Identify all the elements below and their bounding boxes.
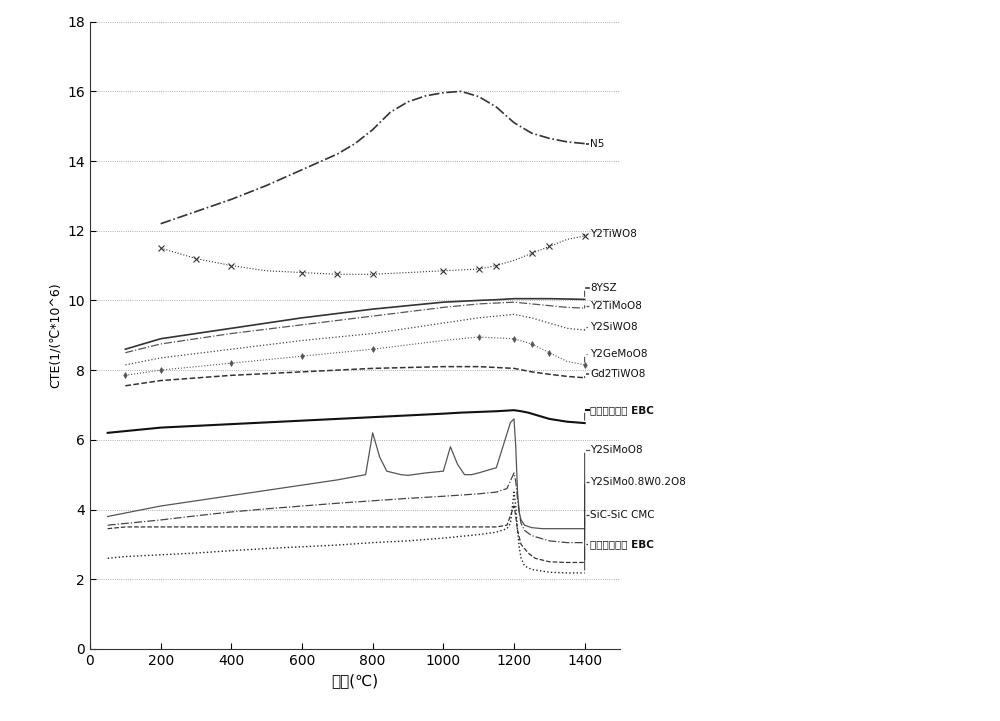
Text: N5: N5: [590, 138, 604, 149]
Text: Y2SiWO8: Y2SiWO8: [590, 322, 638, 332]
Text: 稀土单硅酸盐 EBC: 稀土单硅酸盐 EBC: [590, 405, 654, 415]
Text: Gd2TiWO8: Gd2TiWO8: [590, 368, 645, 379]
Text: Y2GeMoO8: Y2GeMoO8: [590, 350, 647, 360]
Text: 稀土二硅酸盐 EBC: 稀土二硅酸盐 EBC: [590, 539, 654, 549]
Text: Y2TiMoO8: Y2TiMoO8: [590, 301, 642, 311]
Text: Y2SiMoO8: Y2SiMoO8: [590, 446, 643, 455]
X-axis label: 温度(℃): 温度(℃): [331, 673, 379, 689]
Text: SiC-SiC CMC: SiC-SiC CMC: [590, 510, 655, 520]
Text: Y2SiMo0.8W0.2O8: Y2SiMo0.8W0.2O8: [590, 477, 686, 487]
Y-axis label: CTE(1/(℃*10^6): CTE(1/(℃*10^6): [49, 283, 62, 388]
Text: 8YSZ: 8YSZ: [590, 283, 617, 293]
Text: Y2TiWO8: Y2TiWO8: [590, 229, 637, 239]
